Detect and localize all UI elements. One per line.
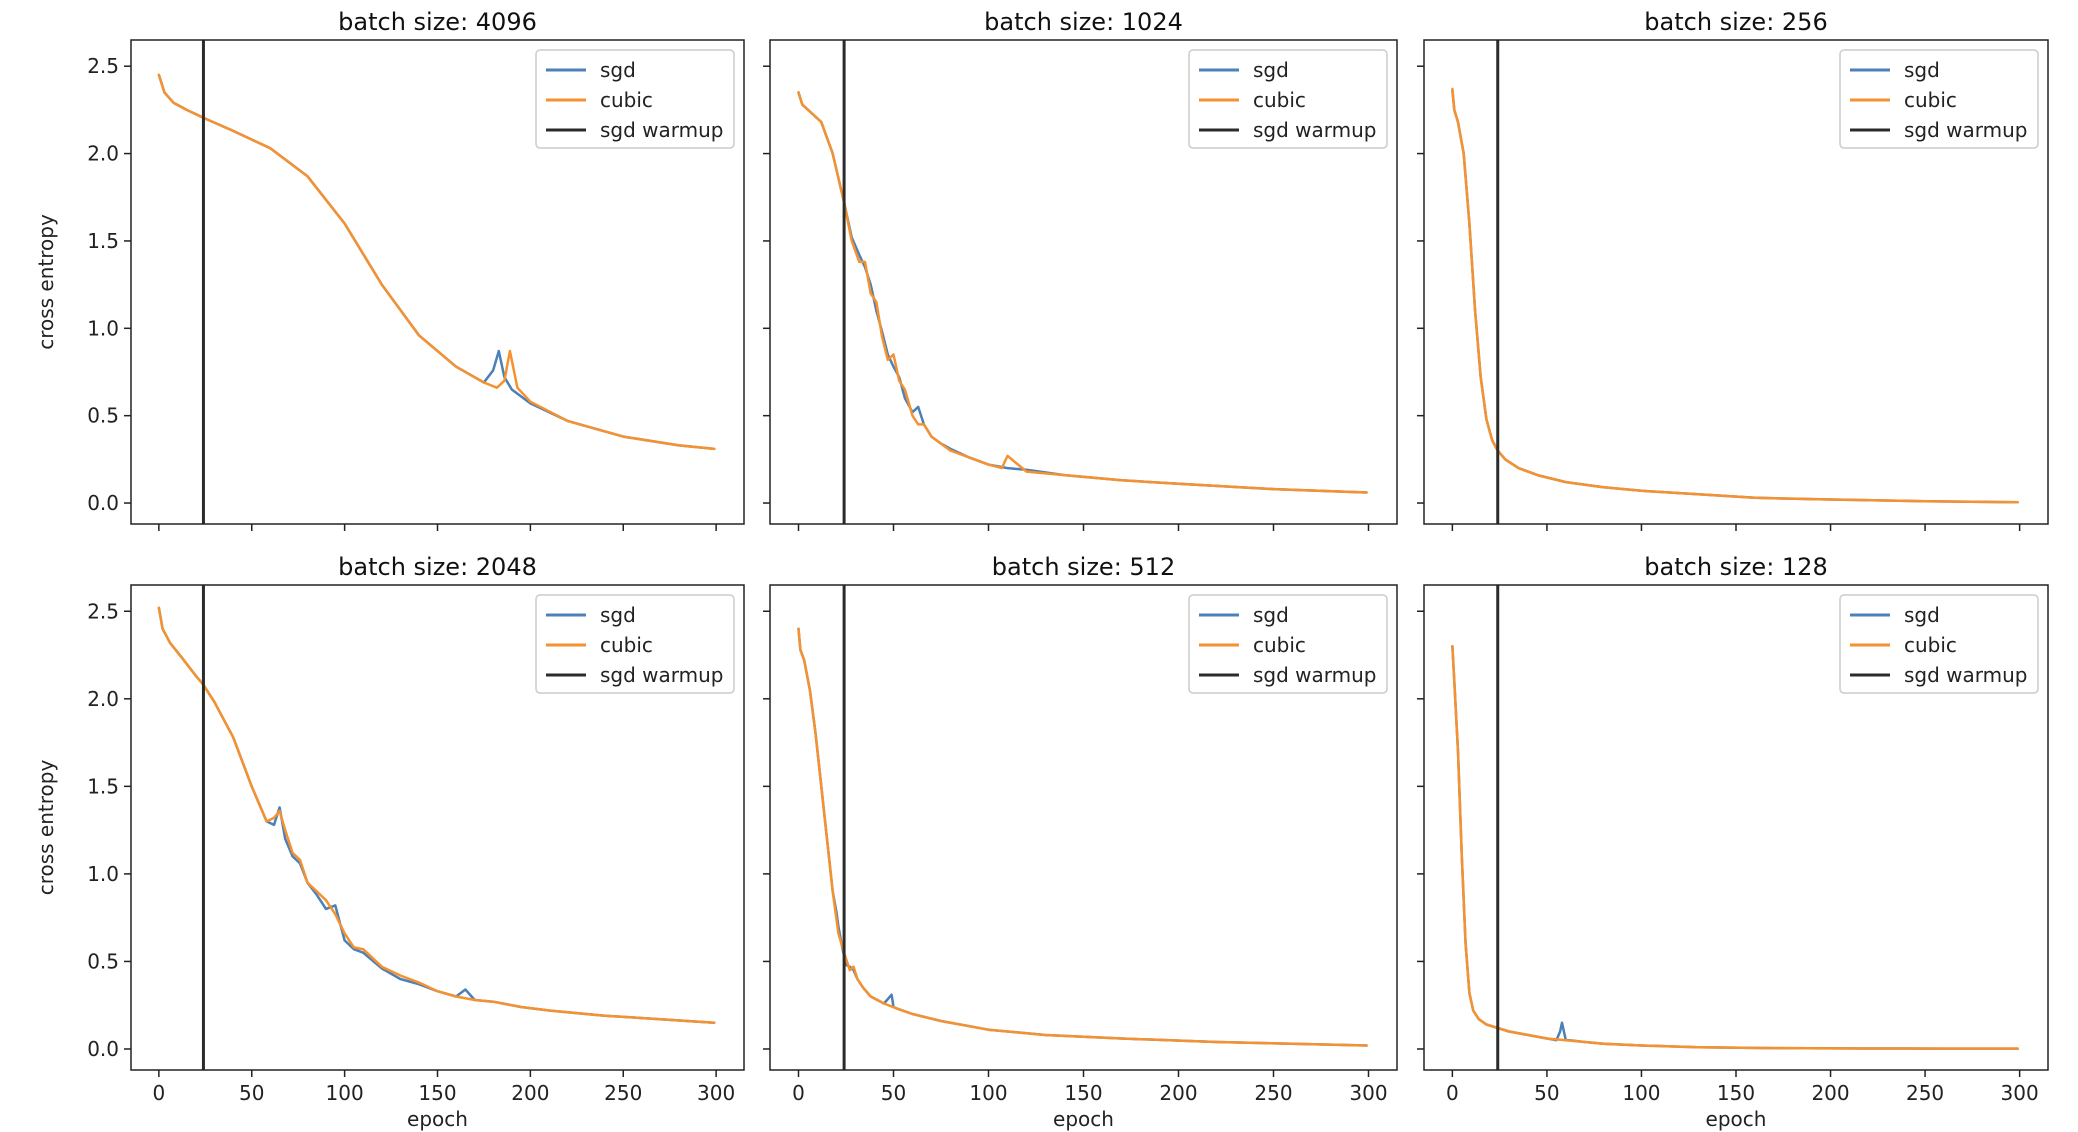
legend: sgd cubic sgd warmup [1839, 594, 2039, 694]
series-line-cubic [1451, 645, 2019, 1050]
series-line-cubic [1451, 87, 2019, 504]
x-tick-label: 50 [239, 1081, 264, 1105]
legend: sgd cubic sgd warmup [1188, 49, 1388, 149]
subplot-1: batch size: 4096 0.0 0.5 1.0 1.5 2.0 2.5 cross … [34, 8, 745, 531]
x-tick-label: 300 [1349, 1081, 1387, 1105]
y-tick-label: 1.5 [87, 774, 119, 798]
x-tick-label: 150 [418, 1081, 456, 1105]
x-tick-label: 0 [792, 1081, 805, 1105]
x-tick-label: 50 [881, 1081, 906, 1105]
legend-label: cubic [1904, 88, 1957, 112]
y-tick-label: 0.5 [87, 404, 119, 428]
legend-box [1839, 594, 2039, 694]
y-tick-label: 2.0 [87, 687, 119, 711]
x-tick-label: 200 [511, 1081, 549, 1105]
legend-box [535, 594, 735, 694]
legend-label: cubic [600, 633, 653, 657]
series-line-cubic [157, 606, 716, 1024]
legend-box [535, 49, 735, 149]
axes-frame [130, 39, 745, 525]
x-tick-label: 100 [1622, 1081, 1660, 1105]
legend: sgd cubic sgd warmup [1188, 594, 1388, 694]
y-tick-label: 0.0 [87, 1037, 119, 1061]
subplot-title: batch size: 1024 [984, 8, 1183, 36]
axes-frame [1423, 584, 2049, 1071]
y-axis-label: cross entropy [34, 760, 58, 896]
y-tick-label: 0.5 [87, 949, 119, 973]
x-axis-label: epoch [1706, 1107, 1767, 1131]
subplot-title: batch size: 2048 [338, 553, 537, 581]
series-group [797, 627, 1368, 1047]
axes-frame [1423, 39, 2049, 525]
series-line-cubic [157, 73, 716, 451]
subplot-title: batch size: 256 [1644, 8, 1827, 36]
subplot-4: batch size: 2048 0 50 100 150 200 250 300 0.0 0.5… [34, 553, 745, 1131]
x-axis-label: epoch [1053, 1107, 1114, 1131]
legend: sgd cubic sgd warmup [1839, 49, 2039, 149]
y-tick-label: 2.5 [87, 54, 119, 78]
subplot-3: batch size: 256 sgd cubic sgd warmup [1417, 8, 2049, 531]
x-tick-label: 0 [1446, 1081, 1459, 1105]
x-tick-label: 150 [1064, 1081, 1102, 1105]
subplot-5: batch size: 512 0 50 100 150 200 250 300 epoch sg… [763, 553, 1398, 1131]
subplot-title: batch size: 512 [992, 553, 1175, 581]
y-tick-label: 2.5 [87, 599, 119, 623]
x-tick-label: 300 [2001, 1081, 2039, 1105]
x-tick-label: 250 [604, 1081, 642, 1105]
legend-label: sgd warmup [1253, 663, 1377, 687]
legend-label: sgd [1253, 603, 1289, 627]
series-group [157, 606, 716, 1024]
y-tick-label: 1.0 [87, 862, 119, 886]
series-line-cubic [797, 627, 1368, 1047]
x-axis-label: epoch [407, 1107, 468, 1131]
legend-box [1188, 594, 1388, 694]
y-axis-label: cross entropy [34, 214, 58, 350]
legend-label: sgd warmup [1904, 663, 2028, 687]
legend-label: cubic [1904, 633, 1957, 657]
legend-label: sgd warmup [600, 118, 724, 142]
series-group [1451, 645, 2019, 1050]
legend: sgd cubic sgd warmup [535, 49, 735, 149]
legend-label: cubic [600, 88, 653, 112]
x-tick-label: 200 [1159, 1081, 1197, 1105]
legend-label: sgd [1253, 58, 1289, 82]
y-tick-label: 2.0 [87, 142, 119, 166]
x-tick-label: 250 [1906, 1081, 1944, 1105]
subplot-title: batch size: 4096 [338, 8, 537, 36]
legend-box [1188, 49, 1388, 149]
legend-label: sgd warmup [1904, 118, 2028, 142]
y-tick-label: 1.0 [87, 316, 119, 340]
y-tick-label: 0.0 [87, 491, 119, 515]
legend-label: cubic [1253, 633, 1306, 657]
legend-label: sgd warmup [1253, 118, 1377, 142]
x-tick-label: 150 [1717, 1081, 1755, 1105]
y-tick-label: 1.5 [87, 229, 119, 253]
legend-label: sgd [1904, 58, 1940, 82]
series-group [1451, 87, 2019, 504]
x-tick-label: 50 [1534, 1081, 1559, 1105]
x-tick-label: 200 [1811, 1081, 1849, 1105]
legend-label: cubic [1253, 88, 1306, 112]
x-tick-label: 300 [697, 1081, 735, 1105]
x-tick-label: 0 [152, 1081, 165, 1105]
axes-frame [769, 39, 1398, 525]
legend-box [1839, 49, 2039, 149]
legend: sgd cubic sgd warmup [535, 594, 735, 694]
x-tick-label: 100 [969, 1081, 1007, 1105]
axes-frame [130, 584, 745, 1071]
axes-frame [769, 584, 1398, 1071]
subplot-title: batch size: 128 [1644, 553, 1827, 581]
legend-label: sgd [600, 58, 636, 82]
subplot-6: batch size: 128 0 50 100 150 200 250 300 epoch sg… [1417, 553, 2049, 1131]
x-tick-label: 100 [326, 1081, 364, 1105]
legend-label: sgd [600, 603, 636, 627]
x-tick-label: 250 [1254, 1081, 1292, 1105]
legend-label: sgd [1904, 603, 1940, 627]
series-group [157, 73, 716, 451]
legend-label: sgd warmup [600, 663, 724, 687]
subplot-2: batch size: 1024 sgd cubic sgd warmup [763, 8, 1398, 531]
